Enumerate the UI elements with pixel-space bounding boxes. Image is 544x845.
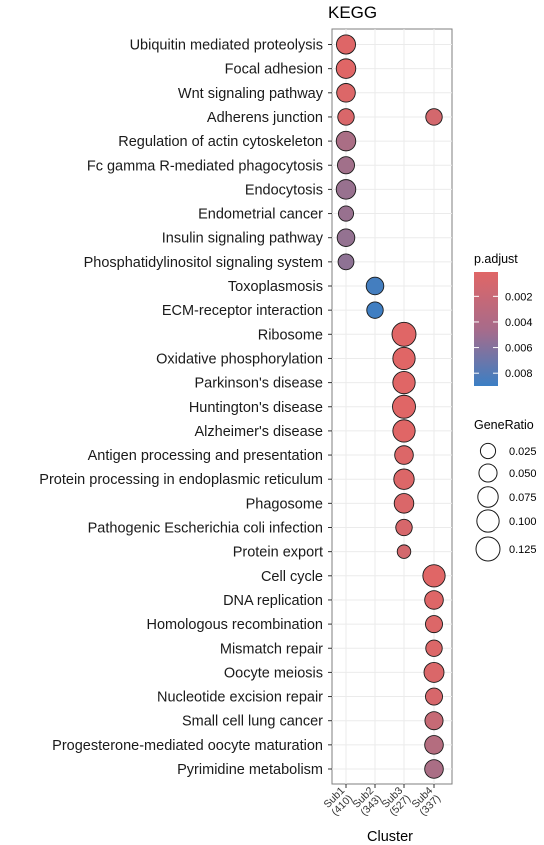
point-small-cell-lung-cancer-sub4 bbox=[424, 711, 444, 731]
y-label-homologous-recombination: Homologous recombination bbox=[146, 617, 323, 633]
y-label-ecm-receptor-interaction: ECM-receptor interaction bbox=[162, 303, 323, 319]
y-label-pathogenic-escherichia-coli-infection: Pathogenic Escherichia coli infection bbox=[88, 521, 323, 537]
color-legend-ticks: 0.002 0.004 0.006 0.008 bbox=[474, 291, 533, 380]
point-phosphatidylinositol-signaling-system-sub1 bbox=[337, 253, 355, 271]
size-legend-label: 0.025 bbox=[509, 446, 537, 458]
y-label-adherens-junction: Adherens junction bbox=[207, 110, 323, 126]
y-label-toxoplasmosis: Toxoplasmosis bbox=[228, 279, 323, 295]
point-adherens-junction-sub1 bbox=[337, 108, 355, 126]
size-legend-label: 0.050 bbox=[509, 468, 537, 480]
point-regulation-of-actin-cytoskeleton-sub1 bbox=[335, 130, 357, 152]
chart-title: KEGG bbox=[328, 3, 377, 22]
color-legend: p.adjust 0.002 0.004 0.006 0.008 bbox=[474, 252, 533, 386]
point-pathogenic-escherichia-coli-infection-sub3 bbox=[395, 518, 413, 537]
y-label-regulation-of-actin-cytoskeleton: Regulation of actin cytoskeleton bbox=[118, 134, 323, 150]
y-label-protein-processing-in-endoplasmic-reticulum: Protein processing in endoplasmic reticu… bbox=[39, 472, 323, 488]
x-label-sub3: Sub3(527) bbox=[379, 785, 413, 819]
y-label-endocytosis: Endocytosis bbox=[245, 182, 323, 198]
point-alzheimer-s-disease-sub3 bbox=[392, 419, 416, 443]
point-mismatch-repair-sub4 bbox=[425, 639, 443, 657]
point-ubiquitin-mediated-proteolysis-sub1 bbox=[336, 34, 356, 55]
point-oxidative-phosphorylation-sub3 bbox=[392, 346, 416, 371]
point-dna-replication-sub4 bbox=[424, 590, 444, 610]
point-insulin-signaling-pathway-sub1 bbox=[336, 228, 356, 247]
y-label-focal-adhesion: Focal adhesion bbox=[225, 62, 323, 78]
y-label-progesterone-mediated-oocyte-maturation: Progesterone-mediated oocyte maturation bbox=[52, 738, 323, 754]
point-endometrial-cancer-sub1 bbox=[337, 205, 355, 222]
point-oocyte-meiosis-sub4 bbox=[423, 661, 445, 683]
point-cell-cycle-sub4 bbox=[422, 564, 446, 588]
y-label-cell-cycle: Cell cycle bbox=[261, 569, 323, 585]
x-axis-title: Cluster bbox=[367, 829, 413, 845]
size-legend-circle bbox=[479, 442, 497, 460]
color-tick-label: 0.008 bbox=[505, 368, 533, 380]
y-label-phosphatidylinositol-signaling-system: Phosphatidylinositol signaling system bbox=[84, 255, 323, 271]
data-points bbox=[335, 34, 446, 779]
size-legend-label: 0.100 bbox=[509, 516, 537, 528]
y-label-antigen-processing-and-presentation: Antigen processing and presentation bbox=[88, 448, 323, 464]
size-legend: GeneRatio 0.025 0.050 0.075 0.100 0.125 bbox=[474, 418, 537, 562]
size-legend-circle bbox=[478, 463, 498, 483]
y-label-huntington-s-disease: Huntington's disease bbox=[189, 400, 323, 416]
y-label-nucleotide-excision-repair: Nucleotide excision repair bbox=[157, 690, 323, 706]
size-legend-circle bbox=[477, 486, 499, 508]
size-legend-circle bbox=[476, 509, 500, 533]
point-fc-gamma-r-mediated-phagocytosis-sub1 bbox=[337, 156, 355, 175]
y-label-oocyte-meiosis: Oocyte meiosis bbox=[224, 665, 323, 681]
point-wnt-signaling-pathway-sub1 bbox=[336, 83, 356, 103]
y-label-endometrial-cancer: Endometrial cancer bbox=[198, 207, 323, 223]
y-label-protein-export: Protein export bbox=[233, 545, 323, 561]
point-toxoplasmosis-sub2 bbox=[365, 276, 385, 296]
point-homologous-recombination-sub4 bbox=[425, 615, 443, 634]
size-legend-circle bbox=[475, 536, 501, 562]
y-label-wnt-signaling-pathway: Wnt signaling pathway bbox=[178, 86, 324, 102]
point-parkinson-s-disease-sub3 bbox=[392, 370, 416, 395]
size-legend-title: GeneRatio bbox=[474, 418, 534, 432]
point-phagosome-sub3 bbox=[393, 493, 415, 514]
y-label-insulin-signaling-pathway: Insulin signaling pathway bbox=[162, 231, 324, 247]
x-axis-labels: Sub1(410)Sub2(343)Sub3(527)Sub4(337) bbox=[321, 784, 443, 818]
color-legend-bar bbox=[474, 272, 498, 386]
point-ribosome-sub3 bbox=[391, 321, 417, 347]
color-tick-label: 0.002 bbox=[505, 291, 533, 303]
y-label-oxidative-phosphorylation: Oxidative phosphorylation bbox=[156, 351, 323, 367]
size-legend-items: 0.025 0.050 0.075 0.100 0.125 bbox=[475, 442, 537, 562]
size-legend-label: 0.075 bbox=[509, 492, 537, 504]
y-label-pyrimidine-metabolism: Pyrimidine metabolism bbox=[177, 762, 323, 778]
point-protein-processing-in-endoplasmic-reticulum-sub3 bbox=[393, 468, 415, 490]
y-label-ubiquitin-mediated-proteolysis: Ubiquitin mediated proteolysis bbox=[130, 38, 323, 54]
point-nucleotide-excision-repair-sub4 bbox=[425, 687, 443, 706]
y-label-small-cell-lung-cancer: Small cell lung cancer bbox=[182, 714, 323, 730]
point-ecm-receptor-interaction-sub2 bbox=[366, 301, 384, 319]
y-axis-labels: Ubiquitin mediated proteolysis Focal adhe… bbox=[39, 38, 332, 778]
point-progesterone-mediated-oocyte-maturation-sub4 bbox=[424, 735, 444, 755]
y-label-parkinson-s-disease: Parkinson's disease bbox=[194, 376, 323, 392]
point-endocytosis-sub1 bbox=[335, 179, 357, 200]
y-label-ribosome: Ribosome bbox=[258, 327, 323, 343]
y-label-dna-replication: DNA replication bbox=[223, 593, 323, 609]
x-label-sub4: Sub4(337) bbox=[409, 785, 443, 819]
y-label-mismatch-repair: Mismatch repair bbox=[220, 641, 323, 657]
point-pyrimidine-metabolism-sub4 bbox=[424, 759, 444, 779]
point-huntington-s-disease-sub3 bbox=[392, 394, 416, 419]
y-label-fc-gamma-r-mediated-phagocytosis: Fc gamma R-mediated phagocytosis bbox=[87, 158, 323, 174]
color-tick-label: 0.006 bbox=[505, 343, 533, 355]
point-antigen-processing-and-presentation-sub3 bbox=[394, 445, 414, 465]
point-focal-adhesion-sub1 bbox=[335, 58, 357, 79]
point-protein-export-sub3 bbox=[396, 544, 412, 559]
color-legend-title: p.adjust bbox=[474, 252, 518, 266]
y-label-phagosome: Phagosome bbox=[246, 496, 323, 512]
size-legend-label: 0.125 bbox=[509, 544, 537, 556]
color-tick-label: 0.004 bbox=[505, 317, 533, 329]
y-label-alzheimer-s-disease: Alzheimer's disease bbox=[195, 424, 324, 440]
point-adherens-junction-sub4 bbox=[425, 108, 443, 126]
